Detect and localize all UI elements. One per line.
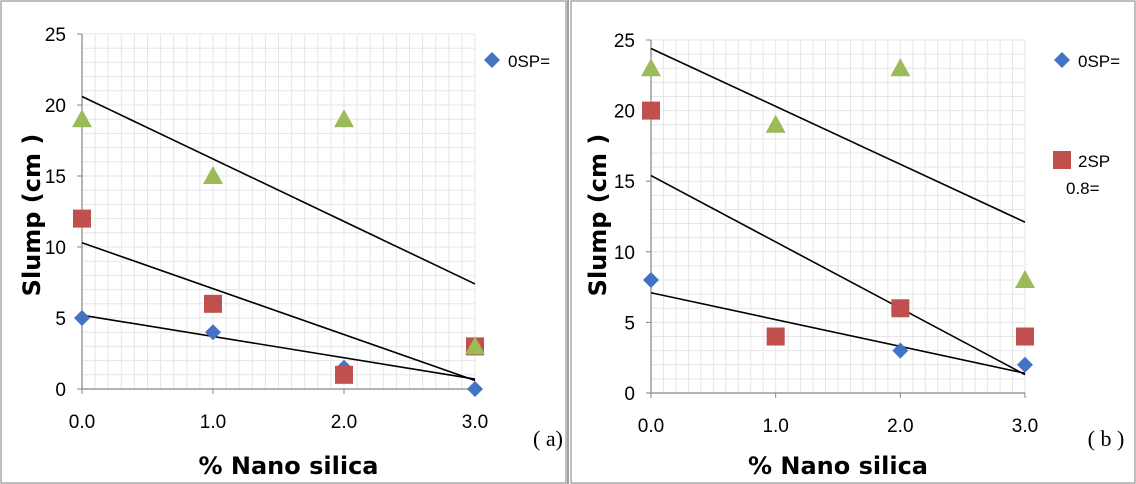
y-tick-label: 15 [45,167,66,188]
x-tick-label: 0.0 [638,416,664,437]
trendline-square [81,241,476,382]
data-point-diamond [205,324,221,341]
data-point-triangle [465,336,485,355]
data-point-square [891,299,910,318]
y-tick-label: 5 [624,313,635,334]
x-tick-label: 2.0 [887,416,913,437]
chart-panel-a: 0 5 10 15 20 25 0.0 1.0 2.0 3.0 % Nano silica Slump… [18,25,563,480]
legend-marker-square [1053,151,1071,169]
data-point-triangle [1015,270,1035,289]
legend-label: 0SP= [1078,52,1120,71]
panel-label: ( b ) [1088,426,1125,451]
panel-label: ( a) [533,426,563,451]
data-point-square [766,327,785,346]
y-tick-label: 5 [55,309,66,330]
y-axis-title: Slump (cm ) [18,134,46,297]
data-point-diamond [643,272,659,289]
y-tick-label: 20 [614,102,635,123]
y-tick-label: 15 [614,172,635,193]
trendline-triangle [650,47,1026,223]
data-point-diamond [74,310,90,326]
data-point-triangle [334,109,354,128]
data-point-square [642,101,660,120]
x-tick-label: 2.0 [331,412,357,433]
data-point-diamond [892,342,909,359]
y-axis-title: Slump (cm ) [584,134,612,297]
legend-marker-diamond [484,52,500,68]
x-axis-title: % Nano silica [748,452,928,480]
y-tick-label: 0 [55,380,66,401]
trendline-diamond [650,291,1026,375]
data-point-diamond [1017,356,1033,373]
x-tick-label: 3.0 [1012,416,1038,437]
legend-label: 2SP [1078,152,1110,171]
data-point-square [335,365,353,384]
data-point-square [204,294,222,313]
x-axis-title: % Nano silica [199,452,379,480]
x-tick-label: 0.0 [69,412,95,433]
y-tick-label: 25 [45,25,66,46]
trendline-diamond [81,314,476,380]
trendline-triangle [81,95,476,285]
data-point-triangle [72,109,92,128]
legend-marker-diamond [1054,52,1070,68]
data-point-square [73,209,91,228]
data-point-diamond [467,381,483,397]
panel-b-frame [570,0,1136,484]
y-tick-label: 0 [624,384,635,405]
data-point-triangle [890,58,911,77]
panel-a-frame [0,0,567,484]
y-tick-label: 20 [45,96,66,117]
data-point-square [1016,327,1034,346]
trendline-square [650,174,1026,376]
data-point-triangle [203,166,223,184]
y-tick-label: 10 [614,243,635,264]
x-tick-label: 3.0 [462,412,488,433]
x-tick-label: 1.0 [762,416,788,437]
chart-panel-b: 0 5 10 15 20 25 0.0 1.0 2.0 3.0 % Nano silica Slump… [584,31,1124,480]
legend-label: 0SP= [508,52,550,71]
y-tick-label: 10 [45,238,66,259]
y-tick-label: 25 [614,31,635,52]
data-point-triangle [765,114,786,133]
data-point-triangle [641,58,661,77]
legend-label: 0.8= [1066,179,1100,198]
x-tick-label: 1.0 [200,412,226,433]
